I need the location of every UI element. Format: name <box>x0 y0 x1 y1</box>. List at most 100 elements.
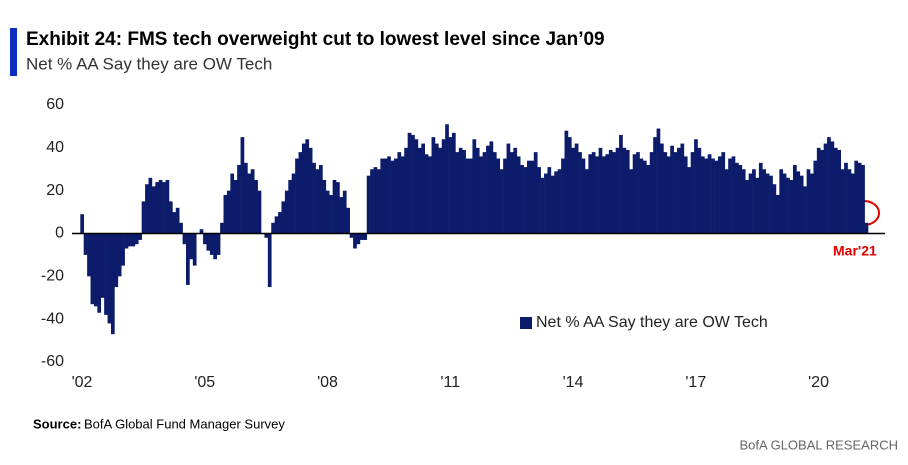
bar <box>680 143 685 234</box>
bar <box>605 154 610 234</box>
bar <box>540 177 545 234</box>
bar <box>694 139 698 234</box>
bar <box>203 233 207 245</box>
bar <box>533 152 538 234</box>
bar <box>509 152 514 234</box>
bar <box>772 184 777 234</box>
bar <box>366 175 371 234</box>
bar <box>584 169 589 234</box>
footer: BofA GLOBAL RESEARCH <box>740 437 898 452</box>
bar <box>649 152 654 234</box>
bar <box>820 149 824 234</box>
bar <box>550 175 555 234</box>
bar <box>431 137 436 234</box>
bar <box>707 154 712 234</box>
bar <box>755 177 760 234</box>
bar <box>274 216 279 234</box>
bar <box>666 156 671 234</box>
bar <box>813 160 818 234</box>
bar <box>503 158 507 234</box>
source: BofA Global Fund Manager Survey <box>84 416 285 431</box>
bar <box>735 162 739 234</box>
bar <box>687 167 691 234</box>
bar <box>250 169 255 234</box>
y-tick-label: 0 <box>55 225 64 242</box>
bar <box>625 149 630 234</box>
bar <box>336 182 340 234</box>
y-tick-label: -60 <box>41 353 64 370</box>
bar <box>114 233 119 288</box>
bar <box>353 233 357 249</box>
bar <box>421 143 426 234</box>
bar <box>731 156 736 234</box>
bar <box>441 139 446 234</box>
bar <box>322 179 327 234</box>
legend-swatch <box>520 317 532 329</box>
bar <box>799 175 804 234</box>
bar <box>612 152 616 234</box>
bar <box>574 143 579 234</box>
bar <box>544 173 548 234</box>
bar <box>581 158 586 234</box>
y-tick-label: 20 <box>46 182 64 199</box>
bar <box>762 169 767 234</box>
bar <box>233 179 238 234</box>
bar <box>789 179 794 234</box>
bar <box>833 147 838 234</box>
bar <box>806 169 811 234</box>
bar <box>847 169 852 234</box>
bar <box>827 137 831 234</box>
legend-label: Net % AA Say they are OW Tech <box>536 314 768 331</box>
bar <box>134 233 139 245</box>
bar <box>775 194 780 234</box>
bar <box>642 160 647 234</box>
bar <box>87 233 91 277</box>
bar <box>128 233 132 247</box>
bar <box>523 167 528 234</box>
bar <box>220 222 224 234</box>
bar <box>397 152 402 234</box>
bar <box>315 169 320 234</box>
bar <box>458 147 463 234</box>
bar <box>700 156 705 234</box>
bar <box>243 162 248 234</box>
bar <box>206 233 211 251</box>
y-tick-label: -40 <box>41 310 64 327</box>
bar <box>179 222 183 234</box>
source-label: Source: <box>33 416 81 431</box>
bar <box>864 222 869 234</box>
bar <box>138 233 142 240</box>
bar <box>632 154 637 234</box>
bar <box>165 179 170 234</box>
bar <box>284 190 289 234</box>
bar <box>93 233 98 307</box>
bar <box>356 233 361 245</box>
x-tick-label: '02 <box>72 374 93 391</box>
bar <box>288 179 293 234</box>
bar <box>308 147 313 234</box>
bar <box>717 156 722 234</box>
bar <box>857 162 862 234</box>
bar <box>226 190 231 234</box>
annotation: Mar'21 <box>833 243 877 259</box>
bar <box>602 156 606 234</box>
bar <box>492 152 497 234</box>
bar <box>407 132 412 234</box>
x-tick-label: '11 <box>440 374 460 391</box>
bar <box>339 197 344 234</box>
bar <box>738 164 743 234</box>
bar <box>653 137 657 234</box>
bar <box>782 173 787 234</box>
bar <box>428 156 432 234</box>
bar <box>223 194 228 234</box>
bar <box>383 158 388 234</box>
bar <box>557 169 562 234</box>
bar <box>728 158 732 234</box>
bar <box>121 233 125 266</box>
bar <box>237 164 241 234</box>
bar <box>247 173 252 234</box>
bar <box>216 233 221 255</box>
bar <box>673 152 678 234</box>
bar <box>155 182 160 234</box>
